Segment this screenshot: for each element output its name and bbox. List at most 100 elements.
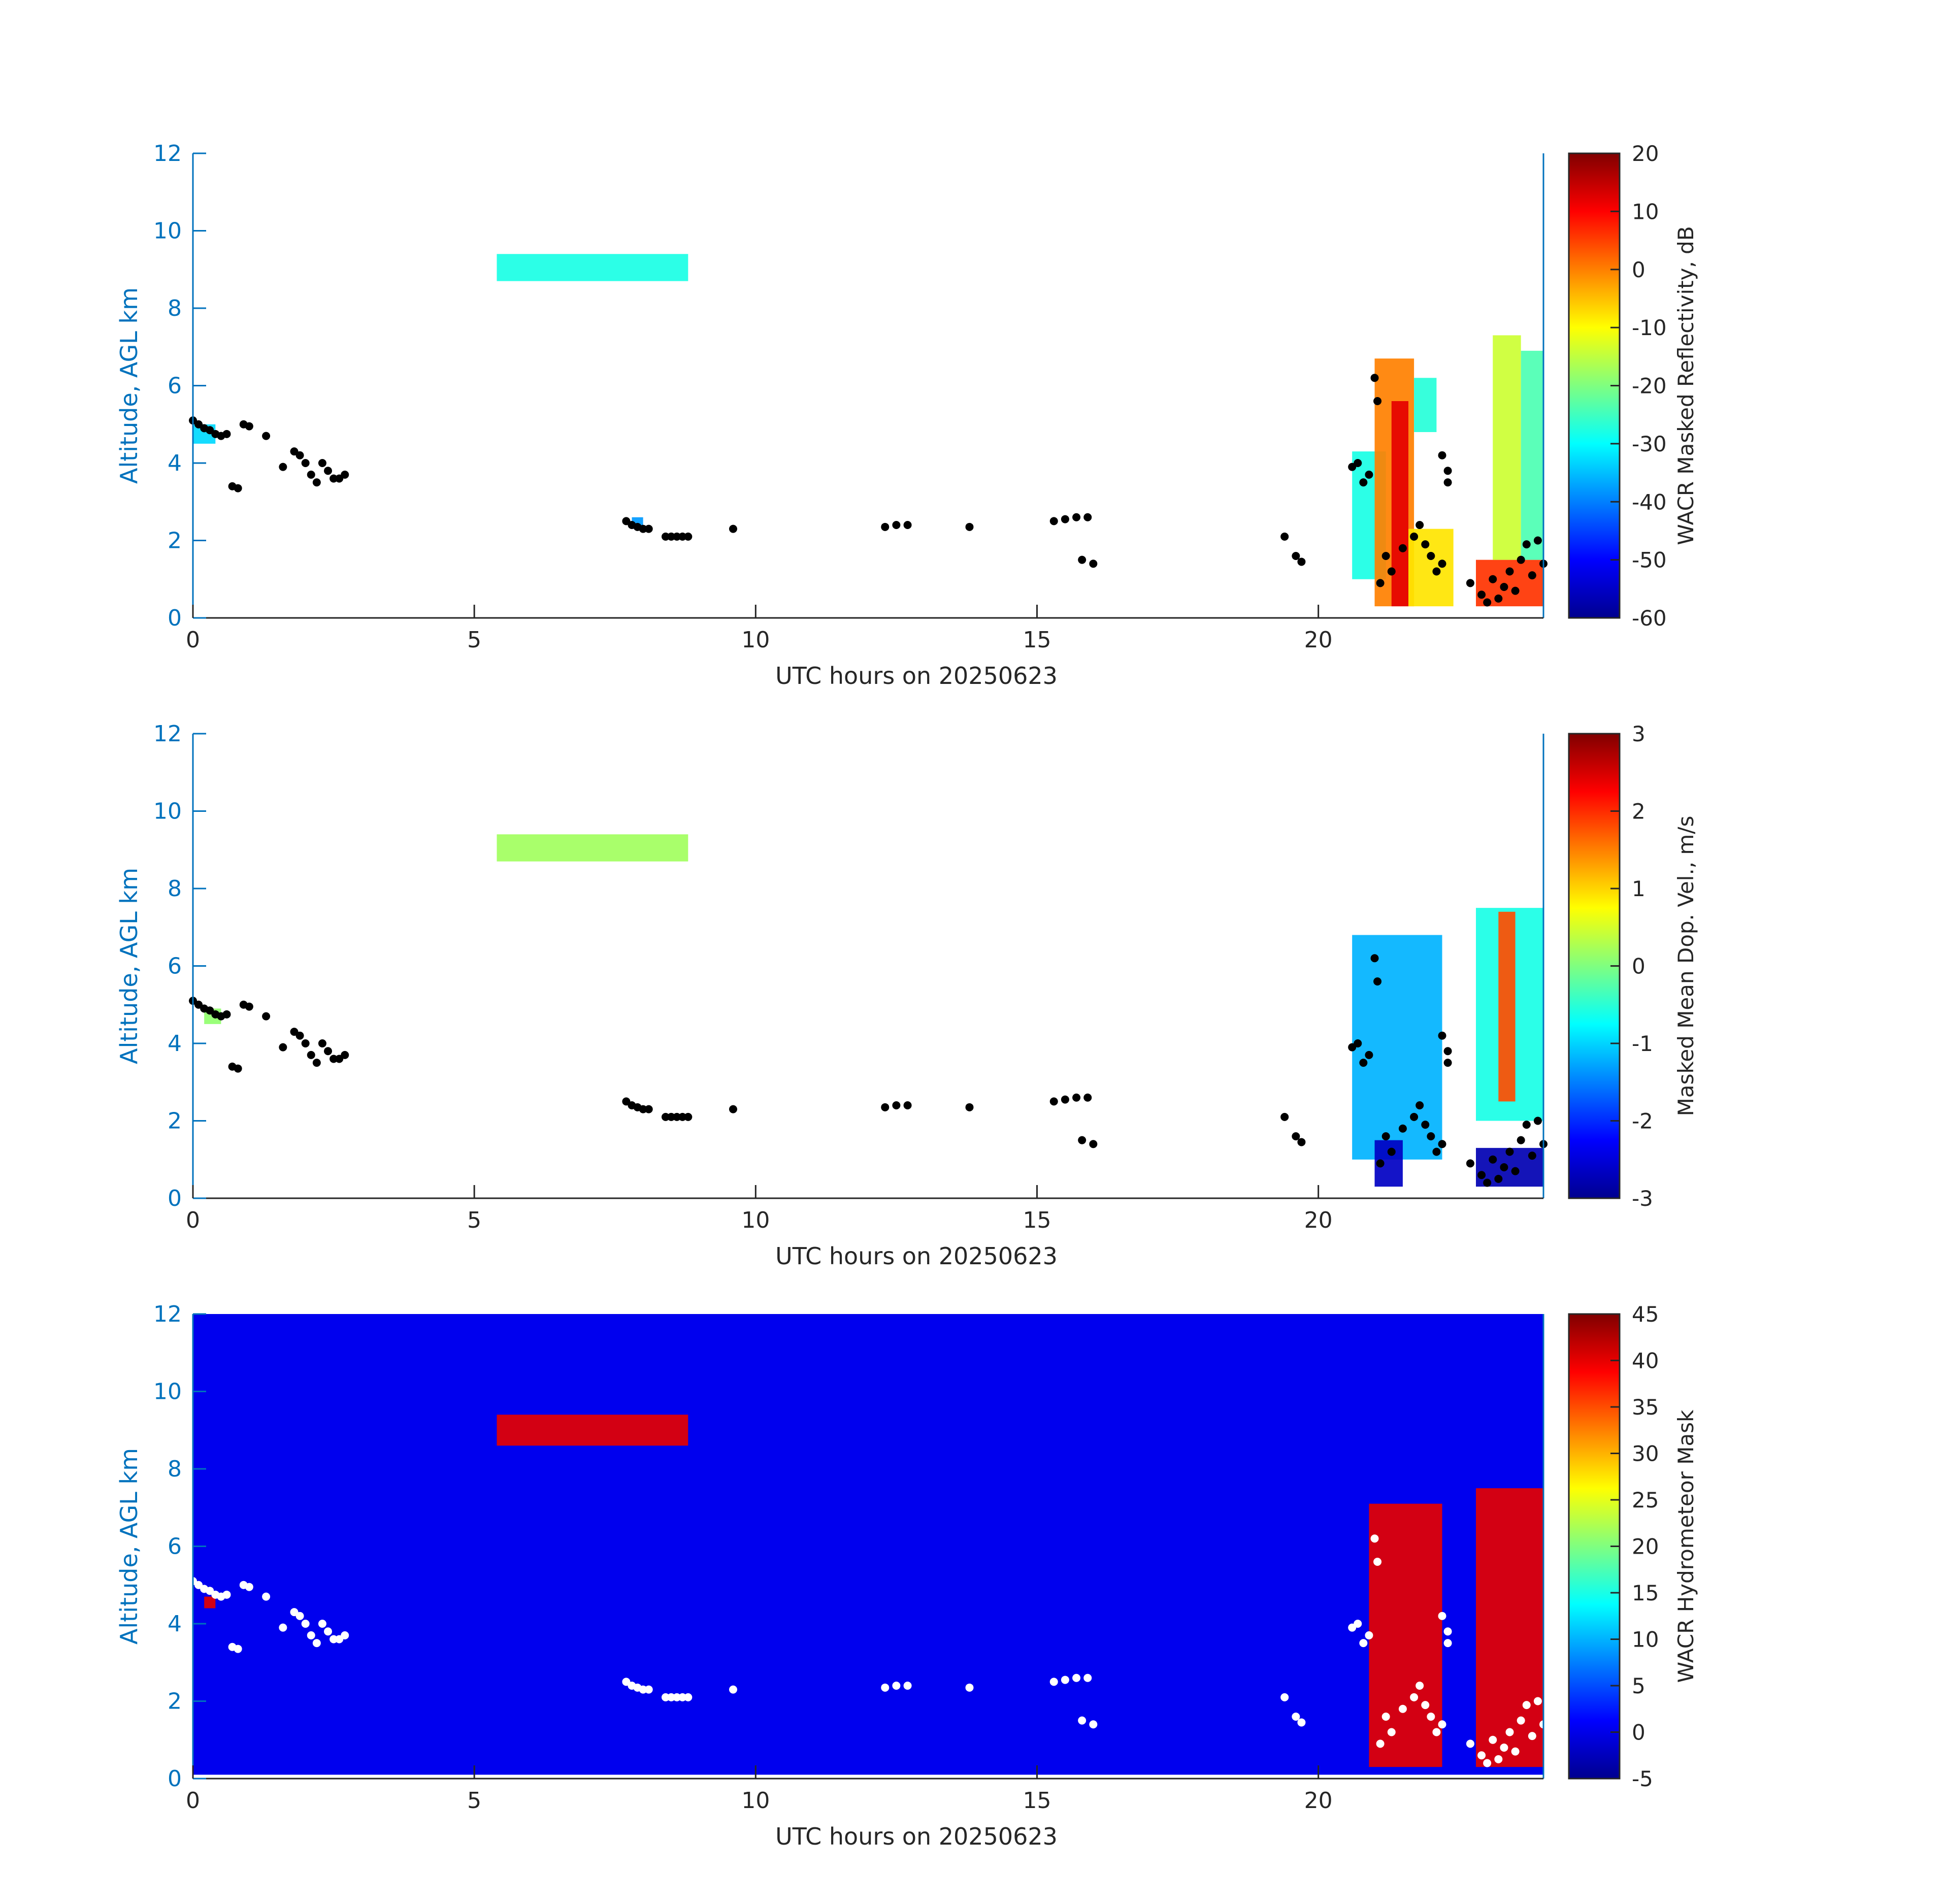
cloud-base-point bbox=[1410, 1112, 1419, 1121]
cloud-base-point bbox=[1398, 1124, 1407, 1133]
cloud-base-point bbox=[965, 522, 974, 531]
cloud-base-point bbox=[1078, 555, 1087, 564]
x-tick-label: 15 bbox=[1023, 1788, 1051, 1814]
cloud-base-point bbox=[1292, 1132, 1300, 1140]
x-tick-label: 5 bbox=[467, 1207, 481, 1233]
x-axis-label: UTC hours on 20250623 bbox=[775, 662, 1058, 690]
cloud-base-point bbox=[330, 1635, 338, 1644]
cloud-base-point bbox=[1376, 1159, 1385, 1168]
cloud-base-point bbox=[330, 474, 338, 483]
cloud-base-point bbox=[1061, 515, 1069, 523]
cloud-base-point bbox=[1533, 1117, 1542, 1125]
cloud-base-point bbox=[1061, 1095, 1069, 1104]
y-tick-label: 4 bbox=[168, 1031, 182, 1057]
cloud-base-point bbox=[1494, 1174, 1503, 1183]
data-region bbox=[1414, 378, 1437, 432]
colorbar-label: Masked Mean Dop. Vel., m/s bbox=[1673, 816, 1698, 1117]
cloud-base-point bbox=[1528, 571, 1536, 580]
cloud-base-point bbox=[1376, 579, 1385, 587]
cloud-base-point bbox=[684, 1693, 693, 1701]
cloud-base-point bbox=[1354, 1620, 1362, 1628]
cloud-base-point bbox=[1381, 552, 1390, 560]
cloud-base-point bbox=[1072, 1093, 1081, 1102]
cloud-base-point bbox=[1373, 397, 1382, 405]
colorbar-tick-label: 1 bbox=[1632, 876, 1645, 901]
cloud-base-point bbox=[245, 1583, 253, 1591]
colorbar-tick-label: -5 bbox=[1632, 1766, 1653, 1791]
cloud-base-point bbox=[301, 459, 310, 467]
cloud-base-point bbox=[295, 451, 304, 459]
cloud-base-point bbox=[312, 1059, 321, 1067]
cloud-base-point bbox=[262, 1592, 271, 1601]
cloud-base-point bbox=[1373, 1558, 1382, 1566]
y-tick-label: 2 bbox=[168, 1108, 182, 1134]
cloud-base-point bbox=[1466, 1159, 1474, 1168]
cloud-base-point bbox=[1387, 1728, 1396, 1736]
y-tick-label: 12 bbox=[153, 141, 182, 167]
cloud-base-point bbox=[341, 470, 349, 479]
cloud-base-point bbox=[324, 1627, 332, 1636]
colorbar-tick-label: 0 bbox=[1632, 257, 1645, 282]
cloud-base-point bbox=[1522, 540, 1531, 549]
colorbar: 20 10 0 -10 -20 -30 -40 -50 -60 WACR Masked Refle… bbox=[1568, 141, 1698, 631]
cloud-base-point bbox=[1438, 451, 1446, 459]
x-tick-label: 15 bbox=[1023, 1207, 1051, 1233]
cloud-base-point bbox=[1089, 1140, 1098, 1148]
cloud-base-point bbox=[1489, 1155, 1497, 1164]
cloud-base-point bbox=[1443, 1059, 1452, 1067]
cloud-base-point bbox=[644, 524, 653, 533]
cloud-base-point bbox=[279, 1043, 287, 1052]
cloud-base-point bbox=[1421, 540, 1430, 549]
cloud-base-point bbox=[1533, 1697, 1542, 1705]
cloud-base-point bbox=[1483, 598, 1492, 607]
colorbar-label: WACR Hydrometeor Mask bbox=[1673, 1409, 1698, 1683]
cloud-base-point bbox=[1398, 544, 1407, 552]
cloud-base-point bbox=[307, 1631, 315, 1639]
y-tick-label: 6 bbox=[168, 954, 182, 979]
cloud-base-point bbox=[1381, 1713, 1390, 1721]
cloud-base-point bbox=[1280, 1693, 1289, 1701]
cloud-base-point bbox=[1438, 1612, 1446, 1620]
cloud-base-point bbox=[684, 532, 693, 541]
data-region bbox=[497, 254, 688, 281]
cloud-base-point bbox=[1483, 1178, 1492, 1187]
colorbar-tick-label: 10 bbox=[1632, 1627, 1659, 1652]
cloud-base-point bbox=[279, 463, 287, 471]
cloud-base-point bbox=[1489, 575, 1497, 583]
cloud-base-point bbox=[673, 532, 681, 541]
x-tick-label: 10 bbox=[741, 1207, 770, 1233]
data-region bbox=[1408, 529, 1454, 607]
cloud-base-point bbox=[1443, 1627, 1452, 1636]
cloud-base-point bbox=[1416, 1682, 1424, 1690]
data-region bbox=[204, 1596, 216, 1608]
cloud-base-point bbox=[1089, 560, 1098, 568]
x-tick-label: 0 bbox=[186, 1788, 200, 1814]
cloud-base-point bbox=[1280, 532, 1289, 541]
cloud-base-point bbox=[1049, 517, 1058, 526]
cloud-base-point bbox=[1292, 552, 1300, 560]
cloud-base-point bbox=[1483, 1759, 1492, 1767]
cloud-base-point bbox=[330, 1055, 338, 1063]
cloud-base-point bbox=[1376, 1739, 1385, 1748]
colorbar-tick-label: -50 bbox=[1632, 548, 1667, 573]
cloud-base-point bbox=[279, 1623, 287, 1632]
cloud-base-point bbox=[222, 1590, 231, 1599]
cloud-base-point bbox=[1410, 532, 1419, 541]
colorbar-tick-label: 2 bbox=[1632, 799, 1645, 824]
cloud-base-point bbox=[1083, 1673, 1092, 1682]
cloud-base-point bbox=[667, 1112, 676, 1121]
x-tick-label: 20 bbox=[1304, 627, 1333, 653]
panel-mask: 0 2 4 6 8 10 12 0 5 10 15 20 UTC hours on 20250623 Al… bbox=[115, 1301, 1698, 1850]
x-tick-label: 20 bbox=[1304, 1788, 1333, 1814]
cloud-base-point bbox=[1443, 1639, 1452, 1648]
cloud-base-point bbox=[318, 1039, 326, 1047]
y-axis-label: Altitude, AGL km bbox=[115, 1448, 143, 1645]
cloud-base-point bbox=[1427, 552, 1435, 560]
cloud-base-point bbox=[1432, 1147, 1441, 1156]
y-tick-label: 2 bbox=[168, 528, 182, 554]
x-axis-label: UTC hours on 20250623 bbox=[775, 1242, 1058, 1270]
cloud-base-point bbox=[881, 1103, 890, 1111]
colorbar-tick-label: 0 bbox=[1632, 1720, 1645, 1745]
cloud-base-point bbox=[1072, 513, 1081, 521]
cloud-base-point bbox=[729, 524, 737, 533]
